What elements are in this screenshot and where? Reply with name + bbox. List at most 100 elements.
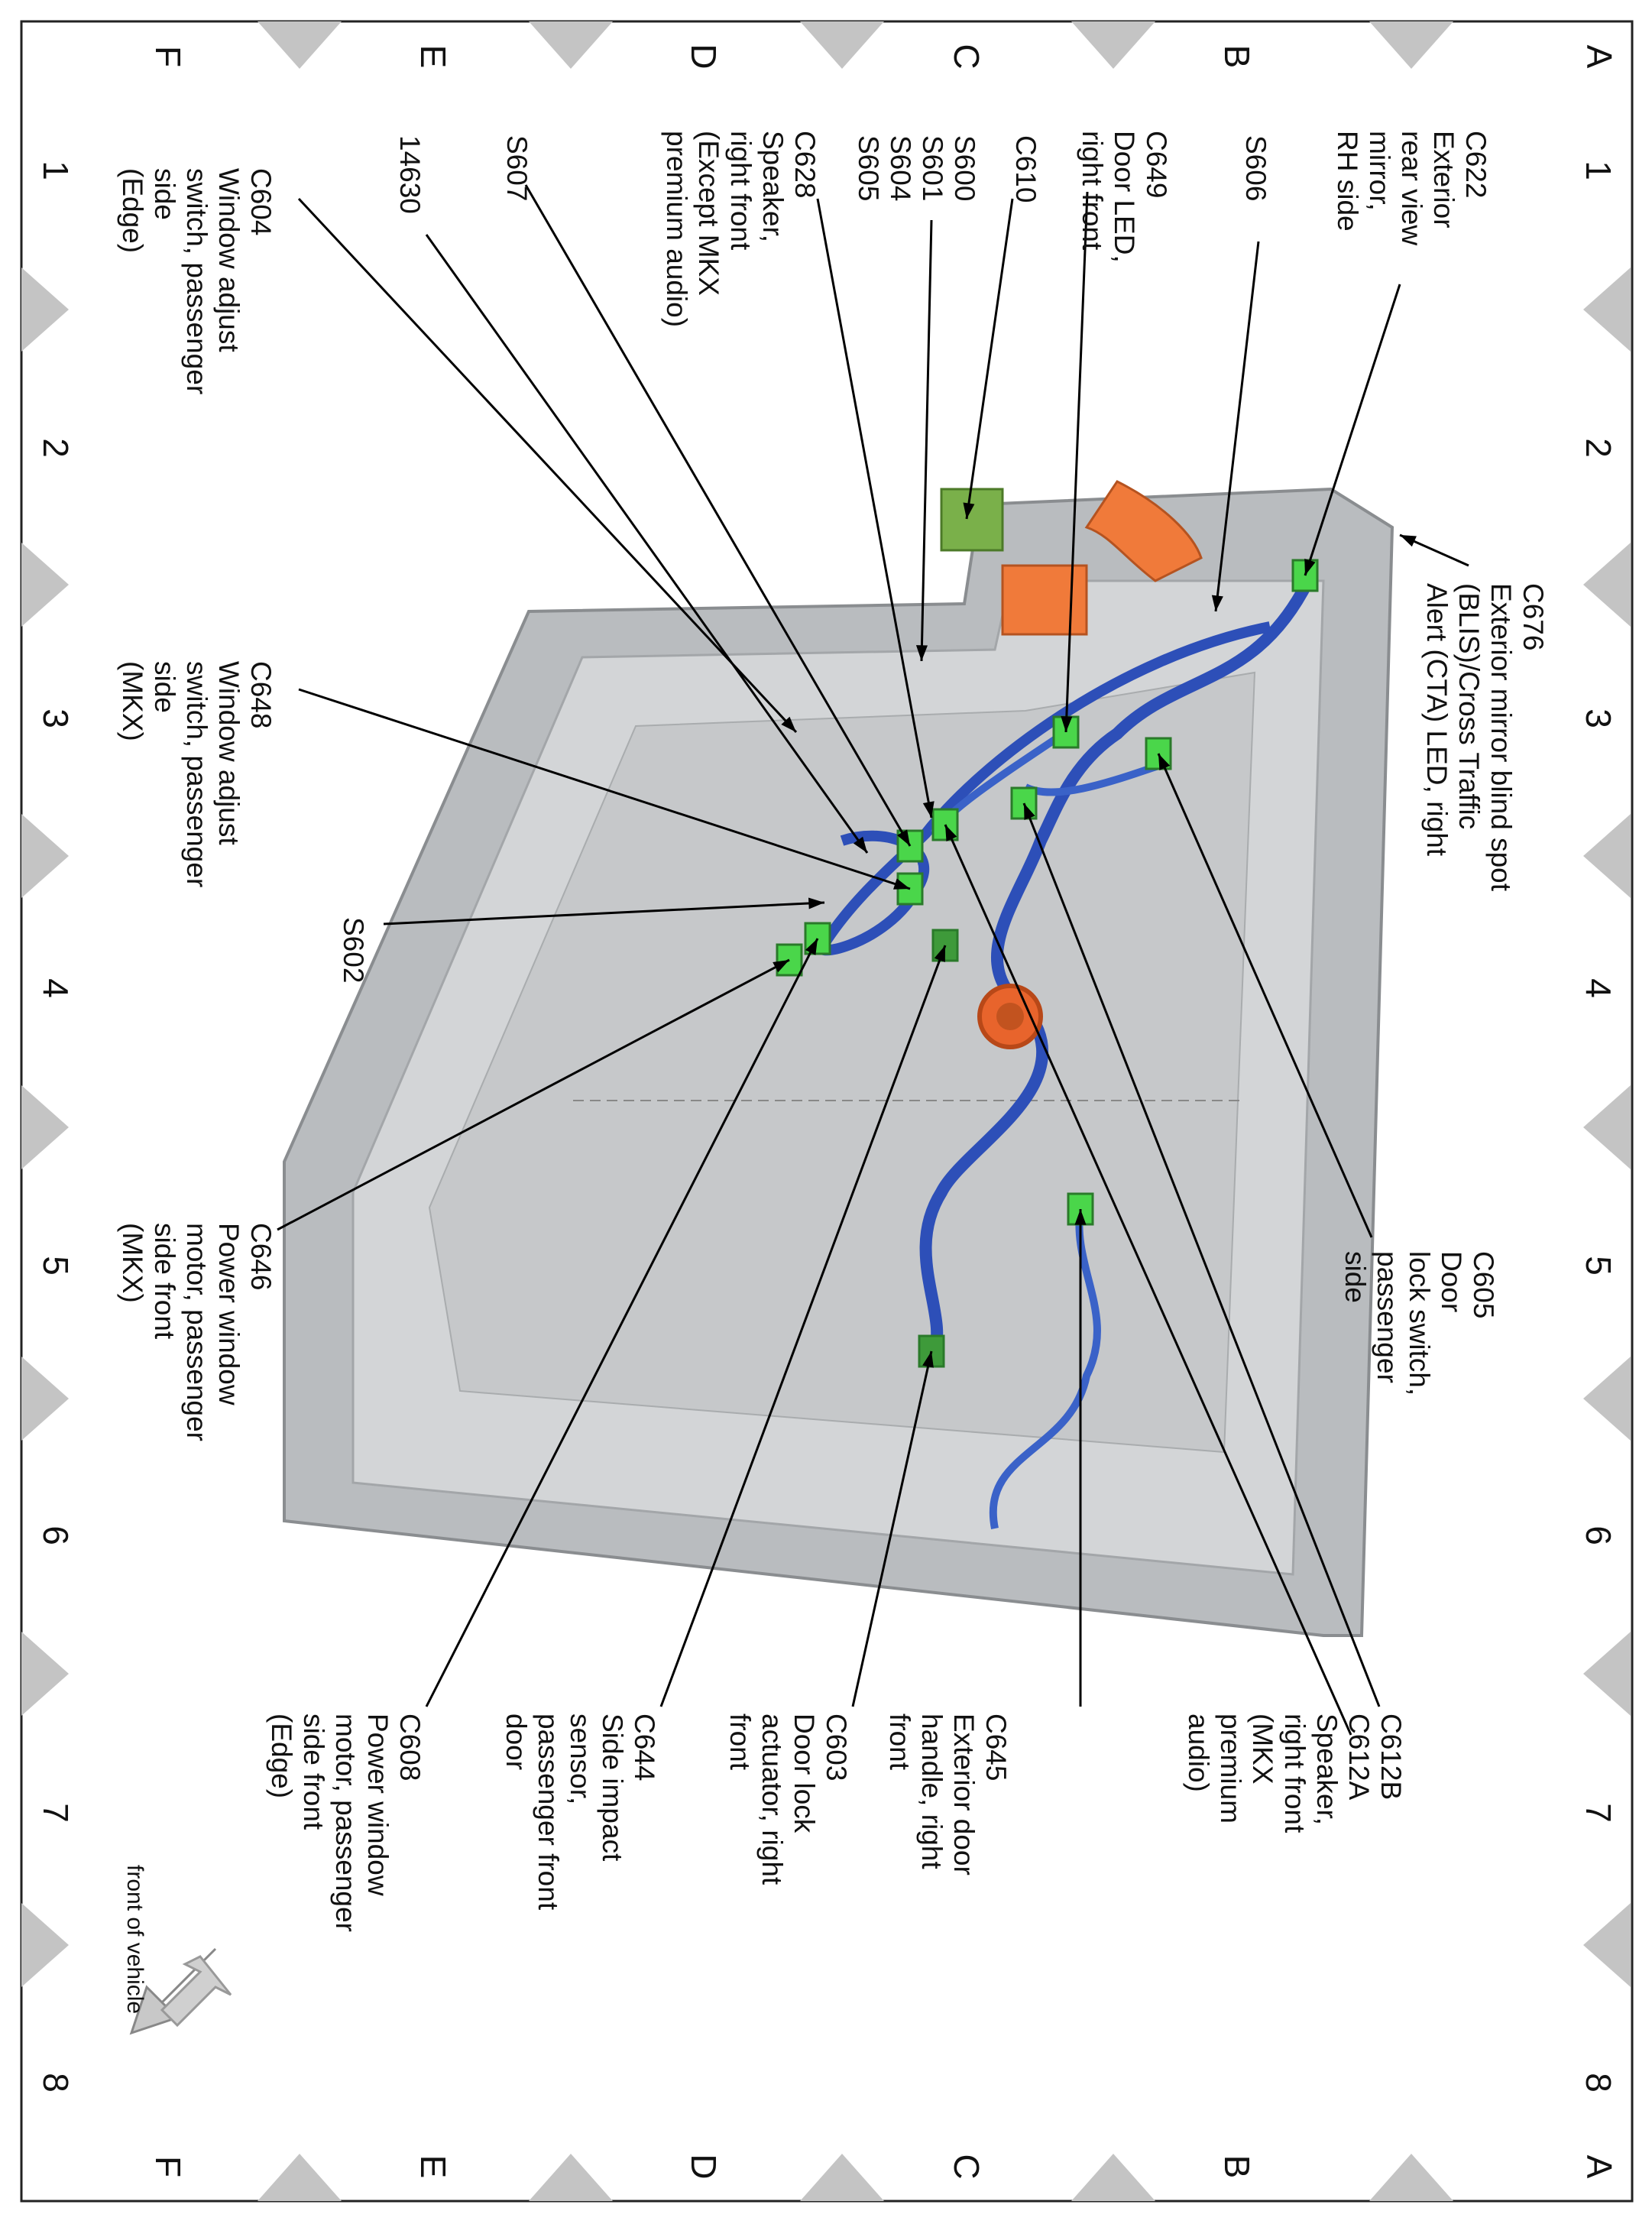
callout-text: C608 [394, 1713, 426, 1781]
row-label: D [684, 44, 724, 69]
callout-text: side [1339, 1251, 1371, 1303]
leader-line [920, 219, 933, 662]
connectors [21, 21, 1631, 2201]
callout-text: Speaker, [1311, 1713, 1343, 1825]
column-label: 2 [36, 438, 76, 458]
row-label: D [684, 2154, 724, 2179]
grid-labels: A A B B C C D D E E F F 1 1 2 2 3 3 4 4 5 5 6 6 7 7 8 8 [36, 44, 1619, 2179]
callout-text: side [149, 168, 180, 220]
leader-arrow [781, 716, 796, 732]
callout-text: C612B [1375, 1713, 1407, 1800]
callout-text: C604 [245, 168, 277, 235]
callout-text: right front [1077, 131, 1108, 251]
border-triangle [1583, 814, 1631, 898]
leader-arrow [805, 939, 818, 955]
callout-text: Exterior mirror blind spot [1485, 583, 1517, 892]
border-triangle [1369, 2154, 1453, 2201]
callout-text: Power window [362, 1713, 394, 1896]
callout-text: front [724, 1713, 756, 1771]
callout-text: (MKX) [117, 661, 148, 741]
callout-text: S607 [501, 135, 533, 201]
border-triangle [1583, 543, 1631, 627]
row-label: C [947, 2154, 986, 2179]
callout-text: actuator, right [756, 1713, 788, 1885]
column-label: 2 [1579, 438, 1618, 458]
callout-text: (MKX) [117, 1223, 148, 1303]
callout-text: C603 [821, 1713, 852, 1781]
callout-text: C610 [1010, 135, 1041, 203]
leader-arrow [963, 502, 975, 519]
border-triangle [1071, 21, 1155, 69]
callout-text: right front [1279, 1713, 1310, 1833]
leader-arrow [1024, 803, 1035, 820]
callout-text: (Except MKX [693, 131, 724, 296]
border-triangle [1071, 2154, 1155, 2201]
border-triangle [800, 2154, 884, 2201]
callout-text: Speaker, [757, 131, 789, 242]
front-arrow [129, 1947, 232, 2035]
callout-text: Side impact [597, 1713, 628, 1862]
leader-arrow [922, 1351, 934, 1368]
callout-text: front [884, 1713, 915, 1771]
callout-text: handle, right [916, 1713, 947, 1869]
column-label: 8 [36, 2073, 76, 2093]
callout-text: S602 [338, 917, 369, 983]
callout-text: side front [149, 1223, 180, 1340]
leader-line [944, 824, 1352, 1736]
callout-text: C676 [1518, 583, 1549, 650]
column-label: 4 [36, 978, 76, 998]
row-label: B [1217, 2155, 1257, 2179]
callout-text: premium [1215, 1713, 1246, 1824]
callout-text: sensor, [565, 1713, 596, 1804]
leader-line [816, 198, 933, 819]
callout-text: passenger front [533, 1713, 564, 1911]
callout-text: Door lock [789, 1713, 820, 1833]
callout-text: Exterior door [948, 1713, 980, 1875]
front-note: front of vehicle [122, 1865, 147, 2014]
border-triangle [258, 21, 342, 69]
row-label: F [148, 2156, 188, 2177]
column-label: 5 [1579, 1256, 1618, 1276]
leader-arrow [773, 960, 789, 973]
leader-arrow [1400, 535, 1417, 547]
leader-line [297, 197, 798, 734]
callout-text: (BLIS)/Cross Traffic [1453, 583, 1485, 829]
leader-line [1157, 753, 1373, 1238]
callout-text: Exterior [1428, 131, 1459, 228]
leader-line [1214, 241, 1260, 612]
leader-line [1304, 284, 1401, 576]
border-triangle [1583, 1357, 1631, 1441]
callout-text: S606 [1240, 135, 1271, 201]
border-triangle [21, 543, 69, 627]
leader-line [425, 234, 869, 854]
leader-line [965, 198, 1014, 520]
leader-arrow [934, 945, 945, 962]
callout-text: C628 [789, 131, 821, 198]
callout-text: (MKX [1247, 1713, 1278, 1785]
leaders [277, 184, 1469, 1736]
callout-text: S604 [885, 135, 916, 201]
border-triangle [1583, 1632, 1631, 1716]
column-label: 7 [1579, 1803, 1618, 1823]
callout-text: side [149, 661, 180, 713]
callout-text: C648 [245, 661, 277, 728]
callout-text: Door LED, [1109, 131, 1140, 263]
door-drawing [283, 480, 1394, 1637]
callout-text: side front [298, 1713, 329, 1830]
column-label: 6 [1579, 1525, 1618, 1545]
border-triangle [258, 2154, 342, 2201]
border-triangle [21, 1632, 69, 1716]
callout-text: audio) [1183, 1713, 1214, 1792]
row-label: B [1217, 45, 1257, 69]
leader-line [659, 945, 947, 1707]
column-label: 6 [36, 1525, 76, 1545]
column-label: 3 [36, 708, 76, 728]
row-label: A [1579, 2155, 1619, 2179]
callout-text: switch, passenger [181, 661, 212, 887]
column-label: 1 [1579, 160, 1618, 180]
leader-arrow [1304, 559, 1316, 575]
leader-line [383, 901, 825, 926]
leader-arrow [1211, 595, 1223, 611]
